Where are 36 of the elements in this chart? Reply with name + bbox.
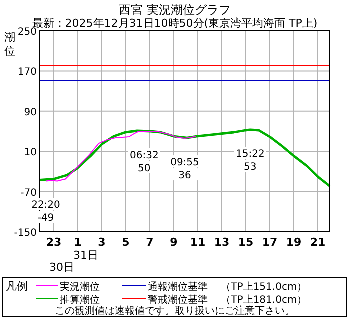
annotation: 31日 (74, 249, 98, 262)
xtick: 1 (74, 236, 82, 249)
xtick: 13 (214, 236, 230, 249)
xtick: 5 (122, 236, 130, 249)
annotation: 36 (178, 170, 192, 182)
ytick: -70 (20, 188, 37, 199)
ytick: 170 (18, 67, 37, 78)
xtick: 21 (310, 236, 326, 249)
legend-label: 推算潮位 (60, 295, 100, 306)
annotation: この観測値は速報値です。取り扱いにご注意下さい。 (55, 306, 295, 317)
legend-label: 通報潮位基準 （TP上151.0cm） (148, 282, 308, 293)
xtick: 23 (46, 236, 62, 249)
legend-title: 凡例 (6, 280, 28, 293)
title: 西宮 実況潮位グラフ (119, 3, 231, 17)
annotation: 22:20 (32, 200, 60, 212)
xtick: 15 (238, 236, 254, 249)
ytick: 250 (18, 27, 37, 38)
legend-label: 警戒潮位基準 （TP上181.0cm） (148, 295, 308, 306)
annotation: 30日 (50, 261, 74, 274)
xtick: 19 (286, 236, 302, 249)
annotation: 09:55 (170, 158, 200, 169)
xtick: 17 (262, 236, 278, 249)
xtick: 3 (98, 236, 106, 249)
legend-label: 実況潮位 (60, 282, 100, 293)
xtick: 7 (146, 236, 154, 249)
annotation: 15:22 (236, 149, 265, 160)
annotation: 06:32 (130, 150, 159, 162)
ytick: 10 (24, 148, 37, 159)
xtick: 11 (190, 236, 206, 249)
ytick: -150 (14, 228, 37, 239)
annotation: 50 (138, 164, 151, 174)
ylabel: 潮位 (4, 31, 16, 58)
annotation: 53 (244, 162, 257, 173)
annotation: -49 (38, 213, 54, 224)
ytick: 90 (24, 107, 37, 118)
xtick: 9 (170, 236, 178, 249)
